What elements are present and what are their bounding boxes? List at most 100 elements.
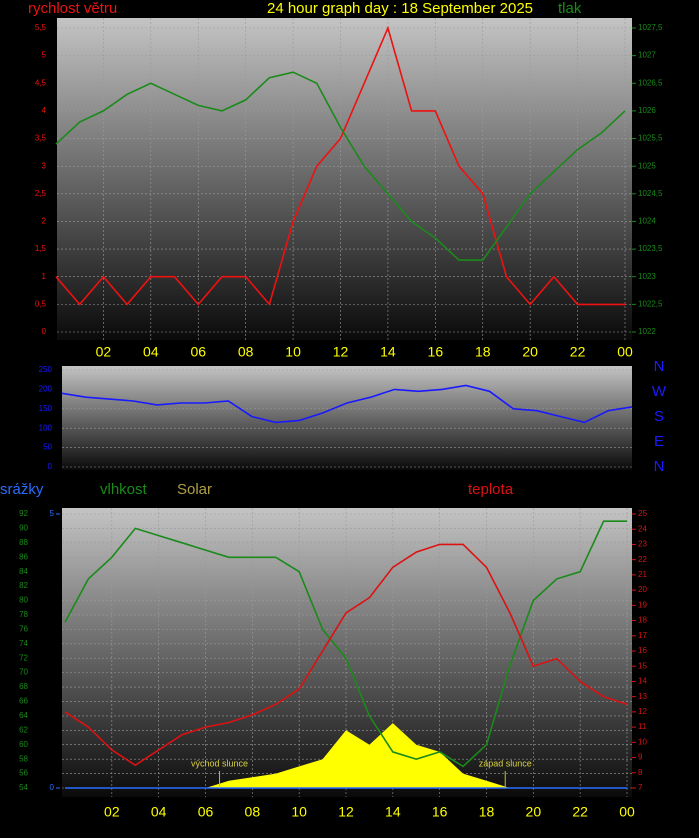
y2-tick-label: 25 xyxy=(638,509,647,518)
y-tick-label: 74 xyxy=(19,639,28,648)
line xyxy=(55,25,625,307)
x-tick-label: 22 xyxy=(572,804,588,820)
compass-label: S xyxy=(654,408,664,425)
y2-tick-label: 8 xyxy=(638,768,643,777)
y2-tick-label: 20 xyxy=(638,585,647,594)
y2-tick-label: 1024 xyxy=(638,217,656,226)
legend-label: teplota xyxy=(468,481,514,498)
x-tick-label: 02 xyxy=(104,804,120,820)
x-tick-label: 06 xyxy=(190,344,206,360)
y2-tick-label: 1024,5 xyxy=(638,189,663,198)
chart-title: 24 hour graph day : 18 September 2025 xyxy=(267,0,533,17)
y-tick-label: 200 xyxy=(39,385,53,394)
y-tick-label: 1 xyxy=(42,272,47,281)
area xyxy=(65,723,627,788)
y-tick-label: 76 xyxy=(19,624,28,633)
x-tick-label: 16 xyxy=(432,804,448,820)
y-tick-label: 80 xyxy=(19,596,28,605)
y-tick-label: 250 xyxy=(39,365,53,374)
y-tick-label: 100 xyxy=(39,423,53,432)
y-tick-label: 82 xyxy=(19,581,28,590)
legend-label: Solar xyxy=(177,481,212,498)
x-tick-label: 00 xyxy=(619,804,635,820)
y-tick-label: 62 xyxy=(19,725,28,734)
legend-label: tlak xyxy=(558,0,582,17)
y-tick-label: 150 xyxy=(39,404,53,413)
y-tick-label: 2,5 xyxy=(35,189,47,198)
y-tick-label: 88 xyxy=(19,538,28,547)
y-tick-label: 0 xyxy=(42,327,47,336)
y-tick-label: 84 xyxy=(19,567,28,576)
y2-tick-label: 7 xyxy=(638,783,643,792)
y-tick-label: 90 xyxy=(19,524,28,533)
y-tick-label: 5 xyxy=(42,51,47,60)
y-tick-label: 54 xyxy=(19,783,28,792)
y3-tick-label: 0 xyxy=(50,783,55,792)
y2-tick-label: 1022 xyxy=(638,327,656,336)
line xyxy=(61,384,633,424)
y-tick-label: 64 xyxy=(19,711,28,720)
y2-tick-label: 22 xyxy=(638,555,647,564)
compass-label: W xyxy=(652,383,667,400)
x-tick-label: 08 xyxy=(238,344,254,360)
y-tick-label: 72 xyxy=(19,653,28,662)
x-tick-label: 14 xyxy=(385,804,401,820)
y-tick-label: 56 xyxy=(19,769,28,778)
y-tick-label: 58 xyxy=(19,754,28,763)
x-tick-label: 16 xyxy=(428,344,444,360)
y-tick-label: 68 xyxy=(19,682,28,691)
y-tick-label: 78 xyxy=(19,610,28,619)
y-tick-label: 92 xyxy=(19,509,28,518)
y2-tick-label: 19 xyxy=(638,600,647,609)
plot-background xyxy=(62,366,632,470)
y2-tick-label: 1025 xyxy=(638,161,656,170)
y2-tick-label: 1027,5 xyxy=(638,23,663,32)
y-tick-label: 60 xyxy=(19,740,28,749)
x-tick-label: 18 xyxy=(479,804,495,820)
y-tick-label: 5,5 xyxy=(35,23,47,32)
y-tick-label: 2 xyxy=(42,217,47,226)
x-tick-label: 08 xyxy=(245,804,261,820)
y2-tick-label: 23 xyxy=(638,540,647,549)
x-tick-label: 04 xyxy=(143,344,159,360)
y2-tick-label: 1026,5 xyxy=(638,78,663,87)
x-tick-label: 10 xyxy=(291,804,307,820)
y-tick-label: 70 xyxy=(19,668,28,677)
y-tick-label: 50 xyxy=(43,443,52,452)
y2-tick-label: 17 xyxy=(638,631,647,640)
legend-label: srážky xyxy=(0,481,44,498)
y2-tick-label: 1027 xyxy=(638,51,656,60)
y2-tick-label: 11 xyxy=(638,722,647,731)
y2-tick-label: 1023 xyxy=(638,272,656,281)
y2-tick-label: 24 xyxy=(638,524,647,533)
x-tick-label: 12 xyxy=(338,804,354,820)
y2-tick-label: 15 xyxy=(638,661,647,670)
x-tick-label: 18 xyxy=(475,344,491,360)
y2-tick-label: 10 xyxy=(638,737,647,746)
y2-tick-label: 18 xyxy=(638,616,647,625)
y2-tick-label: 1023,5 xyxy=(638,244,663,253)
x-tick-label: 06 xyxy=(198,804,214,820)
y-tick-label: 66 xyxy=(19,697,28,706)
x-tick-label: 20 xyxy=(522,344,538,360)
y-tick-label: 4,5 xyxy=(35,78,47,87)
y2-tick-label: 14 xyxy=(638,677,647,686)
y2-tick-label: 16 xyxy=(638,646,647,655)
compass-label: E xyxy=(654,433,664,450)
x-tick-label: 02 xyxy=(96,344,112,360)
line xyxy=(64,543,628,767)
x-tick-label: 20 xyxy=(526,804,542,820)
y2-tick-label: 1025,5 xyxy=(638,134,663,143)
y2-tick-label: 12 xyxy=(638,707,647,716)
y-tick-label: 3 xyxy=(42,161,47,170)
y2-tick-label: 1022,5 xyxy=(638,299,663,308)
legend-label: rychlost větru xyxy=(28,0,117,17)
x-tick-label: 10 xyxy=(285,344,301,360)
legend-label: vlhkost xyxy=(100,481,148,498)
annotation: východ slunce xyxy=(191,758,248,768)
y2-tick-label: 21 xyxy=(638,570,647,579)
x-tick-label: 12 xyxy=(333,344,349,360)
x-tick-label: 00 xyxy=(617,344,633,360)
x-tick-label: 22 xyxy=(570,344,586,360)
